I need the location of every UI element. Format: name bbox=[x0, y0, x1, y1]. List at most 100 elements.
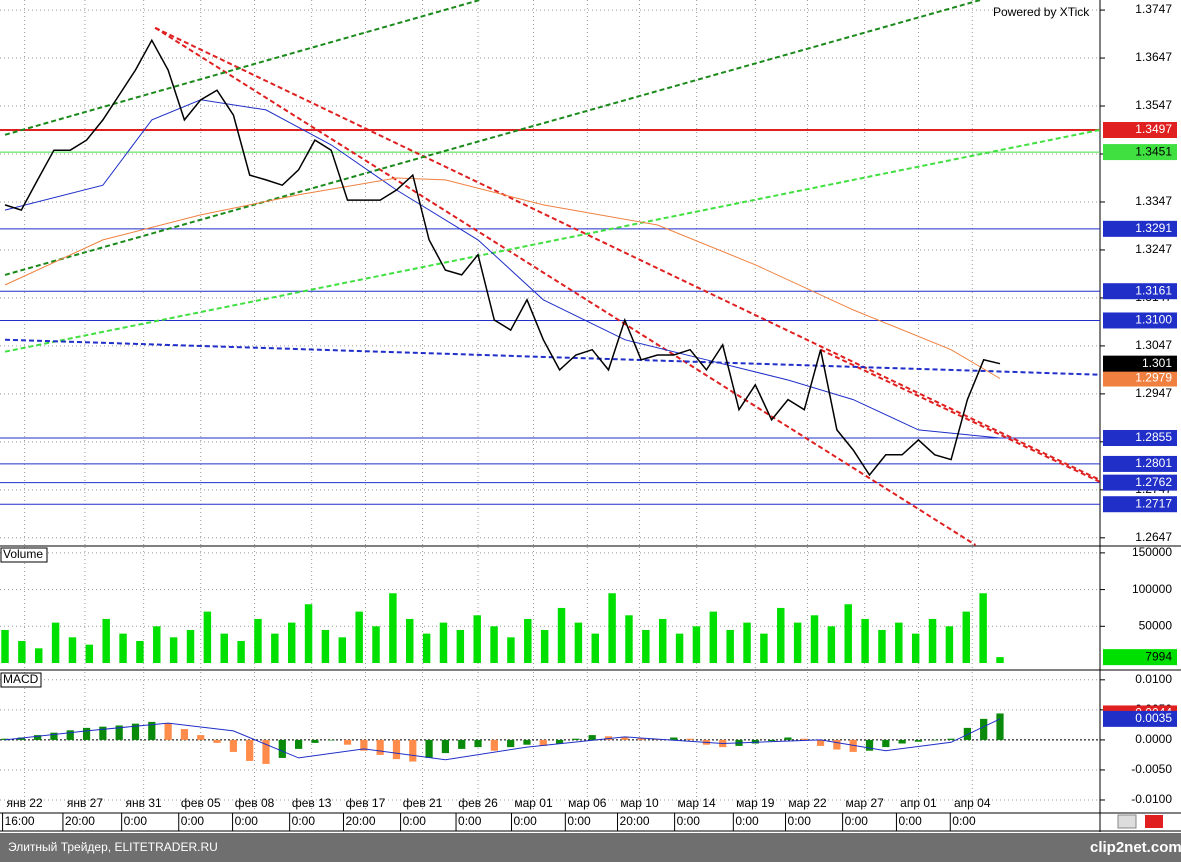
bar bbox=[980, 718, 988, 740]
x-tick-date: фев 26 bbox=[458, 796, 498, 810]
y-tick-label: 0.0100 bbox=[1135, 672, 1172, 686]
x-tick-time: 20:00 bbox=[345, 814, 375, 828]
x-tick-date: мар 27 bbox=[845, 796, 884, 810]
bar bbox=[523, 739, 531, 745]
trend-line bbox=[154, 26, 977, 546]
exit-icon[interactable] bbox=[1145, 815, 1163, 828]
bar bbox=[621, 737, 629, 740]
y-tick-label: 1.3647 bbox=[1135, 50, 1172, 64]
last-price-text: 1.301 bbox=[1142, 356, 1172, 370]
level-box bbox=[1103, 220, 1177, 237]
footer-bar bbox=[0, 833, 1181, 862]
trend-line bbox=[4, 129, 1100, 353]
bar bbox=[963, 727, 971, 740]
bar bbox=[254, 618, 262, 664]
x-tick-time: 0:00 bbox=[952, 814, 976, 828]
bar bbox=[882, 739, 890, 748]
moving-average bbox=[4, 177, 1001, 379]
bar bbox=[507, 637, 515, 664]
x-tick-date: янв 31 bbox=[126, 796, 163, 810]
x-tick-time: 0:00 bbox=[181, 814, 205, 828]
y-tick-label: 0.0000 bbox=[1135, 732, 1172, 746]
y-tick-label: 1.2947 bbox=[1135, 386, 1172, 400]
bar bbox=[115, 725, 123, 740]
x-tick-time: 16:00 bbox=[5, 814, 35, 828]
level-box bbox=[1103, 144, 1177, 161]
panel-label: Volume bbox=[3, 547, 43, 561]
bar bbox=[99, 726, 107, 740]
x-tick-date: фев 17 bbox=[346, 796, 386, 810]
bar bbox=[962, 611, 971, 664]
x-tick-date: мар 22 bbox=[788, 796, 827, 810]
bar bbox=[945, 626, 954, 664]
bar bbox=[743, 622, 751, 664]
bar bbox=[947, 738, 955, 740]
bar bbox=[51, 622, 60, 664]
ma-last-text: 1.2979 bbox=[1135, 371, 1172, 385]
x-tick-date: янв 22 bbox=[6, 796, 43, 810]
bar bbox=[164, 723, 172, 740]
level-box bbox=[1103, 283, 1177, 300]
level-text: 1.2801 bbox=[1135, 456, 1172, 470]
x-tick-date: фев 21 bbox=[403, 796, 443, 810]
panel-label-box bbox=[0, 547, 48, 563]
x-tick-time: 0:00 bbox=[403, 814, 427, 828]
bar bbox=[409, 739, 417, 762]
x-tick-time: 0:00 bbox=[788, 814, 812, 828]
bar bbox=[507, 739, 515, 748]
signal-line bbox=[4, 718, 1001, 761]
bar bbox=[425, 739, 433, 758]
bar bbox=[343, 739, 352, 745]
bar bbox=[34, 735, 42, 740]
bar bbox=[169, 637, 178, 664]
bar bbox=[355, 611, 363, 664]
y-tick-label: 1.2647 bbox=[1135, 530, 1172, 544]
footer-right: clip2net.com bbox=[1090, 839, 1181, 856]
trend-line bbox=[4, 0, 981, 276]
bar bbox=[294, 739, 303, 749]
bar bbox=[203, 611, 212, 664]
level-text: 1.3291 bbox=[1135, 221, 1172, 235]
bar bbox=[220, 633, 228, 664]
x-tick-date: апр 04 bbox=[954, 796, 991, 810]
bar bbox=[372, 626, 380, 664]
bar bbox=[186, 629, 195, 664]
bar bbox=[389, 593, 397, 664]
y-tick-label: 150000 bbox=[1132, 545, 1172, 559]
footer-left: Элитный Трейдер, ELITETRADER.RU bbox=[8, 840, 218, 854]
bar bbox=[608, 593, 616, 664]
level-box bbox=[1103, 312, 1177, 329]
bar bbox=[148, 721, 156, 740]
x-tick-time: 0:00 bbox=[458, 814, 482, 828]
level-box bbox=[1103, 474, 1177, 491]
bar bbox=[637, 738, 645, 740]
bar bbox=[213, 739, 221, 743]
bar bbox=[751, 739, 759, 744]
y-tick-label: 1.3247 bbox=[1135, 242, 1172, 256]
level-box bbox=[1103, 455, 1177, 472]
x-tick-time: 0:00 bbox=[567, 814, 591, 828]
bar bbox=[321, 629, 330, 664]
x-tick-date: апр 01 bbox=[900, 796, 937, 810]
level-text: 1.3100 bbox=[1135, 313, 1172, 327]
x-tick-time: 0:00 bbox=[735, 814, 759, 828]
bar bbox=[50, 732, 58, 740]
bar bbox=[591, 633, 599, 664]
scroll-icon[interactable] bbox=[1117, 814, 1137, 829]
x-tick-date: фев 08 bbox=[235, 796, 275, 810]
level-text: 1.3161 bbox=[1135, 283, 1172, 297]
bar bbox=[311, 739, 319, 743]
bar bbox=[588, 735, 596, 740]
x-tick-time: 0:00 bbox=[677, 814, 701, 828]
panel-label: MACD bbox=[3, 672, 39, 686]
bar bbox=[996, 713, 1004, 740]
bar bbox=[539, 739, 547, 746]
bar bbox=[327, 739, 335, 741]
bar bbox=[304, 604, 313, 664]
bar bbox=[604, 736, 613, 740]
bar bbox=[816, 739, 825, 746]
bar bbox=[490, 626, 498, 664]
bar bbox=[686, 738, 694, 740]
